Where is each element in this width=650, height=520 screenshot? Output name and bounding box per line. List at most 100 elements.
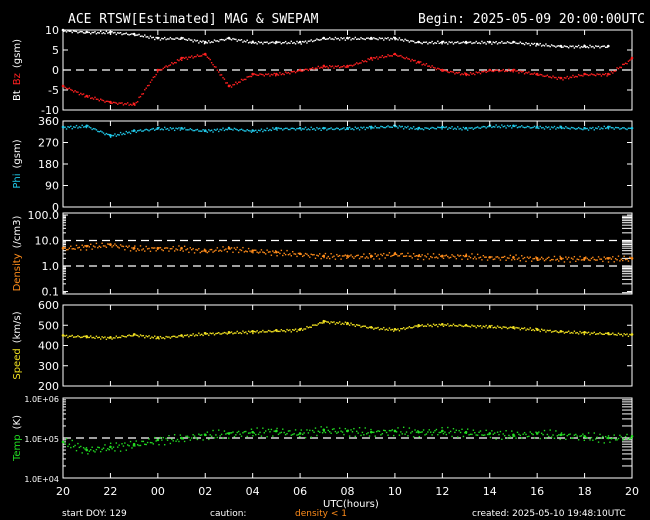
data-point <box>236 246 238 249</box>
data-point <box>499 42 502 44</box>
data-point <box>519 260 522 262</box>
data-point <box>415 127 418 130</box>
data-point <box>152 127 155 130</box>
data-point <box>155 73 157 76</box>
data-point <box>624 435 627 438</box>
data-point <box>550 126 553 128</box>
data-point <box>462 254 465 257</box>
data-point <box>602 127 604 130</box>
x-tick-label: 22 <box>103 485 117 498</box>
data-point <box>301 70 304 72</box>
data-point <box>439 68 442 71</box>
data-point <box>218 71 220 73</box>
data-point <box>454 256 456 258</box>
data-point <box>159 436 162 439</box>
data-point <box>246 435 248 438</box>
data-point <box>286 249 288 252</box>
data-point <box>319 67 321 69</box>
data-point <box>246 250 248 253</box>
data-point <box>192 129 194 132</box>
data-point <box>199 251 201 254</box>
data-point <box>307 254 310 257</box>
data-point <box>471 127 473 129</box>
data-point <box>580 435 583 437</box>
data-point <box>603 73 605 76</box>
y-axis-label-phi: Phi(gsm) <box>12 139 23 188</box>
data-value-mark <box>346 64 349 68</box>
data-point <box>563 261 566 263</box>
data-point <box>401 125 403 128</box>
data-point <box>267 129 270 132</box>
data-point <box>289 430 291 432</box>
data-point <box>188 251 190 254</box>
data-point <box>459 42 462 44</box>
data-point <box>375 255 378 258</box>
data-point <box>290 255 292 257</box>
data-point <box>71 439 73 442</box>
data-point <box>511 259 513 261</box>
data-point <box>310 436 312 438</box>
data-point <box>111 246 113 248</box>
data-point <box>235 434 237 436</box>
data-point <box>485 324 487 327</box>
data-point <box>280 127 283 130</box>
data-point <box>498 257 500 259</box>
data-point <box>75 124 78 127</box>
data-point <box>449 324 452 327</box>
data-point <box>277 251 280 253</box>
data-value-mark <box>630 333 634 336</box>
data-point <box>146 84 149 87</box>
data-value-mark <box>322 64 326 68</box>
data-point <box>114 101 116 104</box>
data-point <box>88 450 91 452</box>
data-point <box>282 73 284 75</box>
data-point <box>439 431 442 434</box>
data-point <box>175 336 177 338</box>
data-point <box>350 39 352 41</box>
data-point <box>239 128 241 131</box>
data-point <box>475 326 477 329</box>
data-value-mark <box>322 319 326 323</box>
data-point <box>515 254 517 256</box>
data-point <box>364 257 366 259</box>
data-point <box>437 433 439 436</box>
data-point <box>245 41 247 43</box>
data-point <box>622 335 624 337</box>
data-point <box>136 248 139 250</box>
data-point <box>263 331 265 333</box>
data-point <box>364 325 366 327</box>
data-point <box>589 127 591 129</box>
data-point <box>535 431 537 433</box>
data-point <box>212 41 214 43</box>
data-point <box>532 328 534 331</box>
data-point <box>602 333 604 336</box>
data-point <box>383 126 385 129</box>
data-point <box>127 132 129 134</box>
data-point <box>475 434 477 436</box>
data-point <box>475 71 477 73</box>
data-point <box>596 73 598 75</box>
data-point <box>583 259 586 261</box>
data-point <box>400 54 402 57</box>
y-axis-label-part: (/cm3) <box>12 216 23 249</box>
data-point <box>579 435 581 437</box>
data-point <box>256 43 258 45</box>
data-value-mark <box>417 126 420 130</box>
data-point <box>434 42 436 44</box>
data-point <box>304 40 307 42</box>
data-value-mark <box>346 254 349 258</box>
data-point <box>465 253 467 255</box>
data-point <box>146 441 149 444</box>
data-point <box>283 73 285 76</box>
data-point <box>125 130 127 133</box>
data-point <box>528 71 530 73</box>
data-point <box>112 134 115 137</box>
data-value-mark <box>535 257 539 260</box>
data-point <box>223 249 226 251</box>
data-point <box>522 257 524 260</box>
data-value-mark <box>417 40 420 44</box>
data-point <box>166 66 169 68</box>
data-point <box>314 324 317 326</box>
data-point <box>529 44 531 47</box>
